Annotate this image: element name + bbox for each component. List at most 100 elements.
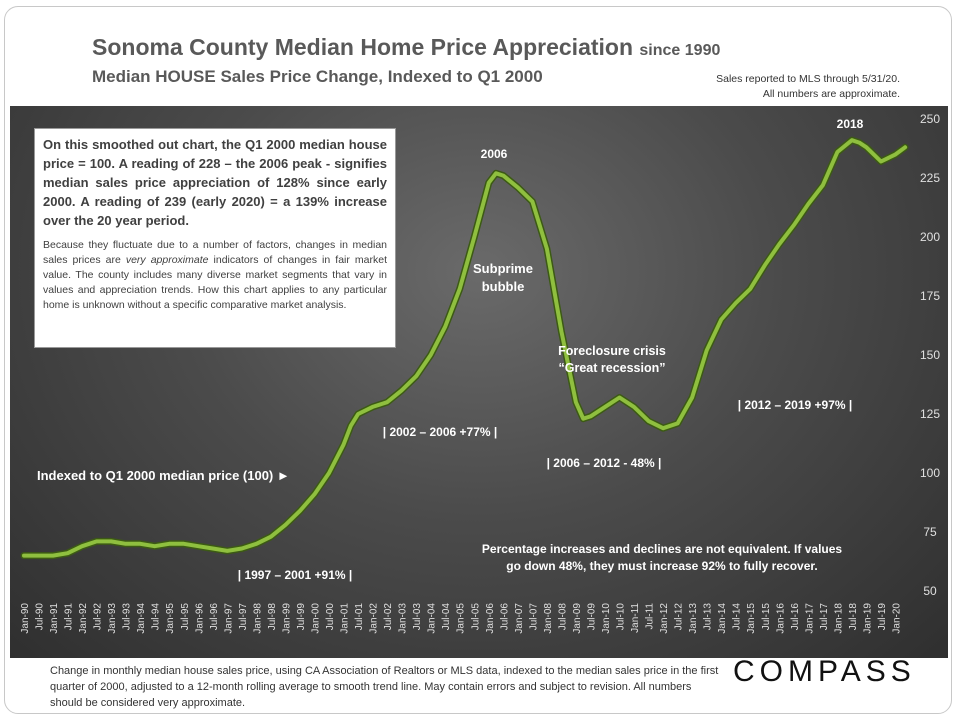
info-paragraph-2-b: indicators of changes in fair market val…	[43, 254, 387, 311]
x-tick-label: Jul-16	[790, 603, 801, 631]
compass-logo: COMPASS	[733, 655, 916, 688]
annotation-range-2006-2012: | 2006 – 2012 - 48% |	[547, 456, 662, 470]
x-tick-label: Jul-91	[64, 603, 75, 631]
y-tick-label: 150	[920, 348, 940, 362]
y-tick-label: 250	[920, 112, 940, 126]
x-tick-label: Jan-03	[398, 603, 409, 634]
x-tick-label: Jan-13	[688, 603, 699, 634]
x-tick-label: Jul-04	[441, 603, 452, 631]
x-tick-label: Jan-91	[49, 603, 60, 634]
x-tick-label: Jan-99	[281, 603, 292, 634]
source-note-line-1: Sales reported to MLS through 5/31/20.	[716, 73, 900, 85]
x-tick-label: Jul-07	[528, 603, 539, 631]
info-paragraph-2-emphasis: very approximate	[125, 254, 209, 266]
annotation-crisis-line-2: “Great recession”	[559, 361, 666, 375]
x-tick-label: Jan-07	[514, 603, 525, 634]
x-tick-label: Jul-90	[35, 603, 46, 631]
x-tick-label: Jul-01	[354, 603, 365, 631]
x-tick-label: Jan-00	[310, 603, 321, 634]
annotation-percentage-note-1: Percentage increases and declines are no…	[482, 542, 842, 556]
info-box: On this smoothed out chart, the Q1 2000 …	[34, 128, 396, 348]
x-tick-label: Jan-16	[775, 603, 786, 634]
annotation-range-2012-2019: | 2012 – 2019 +97% |	[738, 398, 852, 412]
x-tick-label: Jul-17	[819, 603, 830, 631]
footer-note: Change in monthly median house sales pri…	[50, 665, 719, 709]
annotation-range-2002-2006: | 2002 – 2006 +77% |	[383, 425, 497, 439]
x-tick-label: Jan-96	[194, 603, 205, 634]
x-tick-label: Jan-02	[369, 603, 380, 634]
x-tick-label: Jan-95	[165, 603, 176, 634]
x-tick-label: Jan-05	[456, 603, 467, 634]
x-tick-label: Jan-10	[601, 603, 612, 634]
x-tick-label: Jul-10	[616, 603, 627, 631]
info-paragraph-2: Because they fluctuate due to a number o…	[43, 238, 387, 313]
chart-title: Sonoma County Median Home Price Apprecia…	[92, 34, 720, 61]
title-main: Sonoma County Median Home Price Apprecia…	[92, 34, 634, 60]
x-tick-label: Jul-19	[877, 603, 888, 631]
x-tick-label: Jul-08	[557, 603, 568, 631]
x-tick-label: Jul-93	[122, 603, 133, 631]
x-tick-label: Jul-11	[645, 603, 656, 630]
x-tick-label: Jul-15	[761, 603, 772, 631]
y-tick-label: 75	[923, 525, 937, 539]
annotation-peak-2006: 2006	[481, 147, 508, 161]
x-tick-label: Jan-14	[717, 603, 728, 634]
x-tick-label: Jul-95	[180, 603, 191, 631]
series-line	[22, 138, 908, 558]
info-paragraph-1: On this smoothed out chart, the Q1 2000 …	[43, 137, 387, 228]
x-tick-label: Jan-01	[340, 603, 351, 634]
x-tick-label: Jul-14	[732, 603, 743, 631]
x-tick-label: Jan-20	[891, 603, 902, 634]
chart-subtitle: Median HOUSE Sales Price Change, Indexed…	[92, 67, 543, 86]
x-tick-label: Jan-06	[485, 603, 496, 634]
x-tick-label: Jul-92	[93, 603, 104, 631]
x-tick-label: Jan-93	[107, 603, 118, 634]
x-tick-label: Jan-90	[20, 603, 31, 634]
source-note: Sales reported to MLS through 5/31/20. A…	[716, 72, 900, 102]
x-tick-label: Jul-98	[267, 603, 278, 631]
annotation-subprime-line-1: Subprime	[473, 261, 533, 276]
annotation-peak-2018: 2018	[837, 117, 864, 131]
x-tick-label: Jul-99	[296, 603, 307, 631]
x-tick-label: Jan-92	[78, 603, 89, 634]
x-tick-label: Jan-04	[427, 603, 438, 634]
annotation-crisis-line-1: Foreclosure crisis	[558, 344, 666, 358]
source-note-line-2: All numbers are approximate.	[762, 88, 900, 100]
x-tick-label: Jan-09	[572, 603, 583, 634]
x-tick-label: Jan-11	[630, 603, 641, 633]
x-tick-label: Jul-03	[412, 603, 423, 631]
annotation-indexed-q1-2000: Indexed to Q1 2000 median price (100) ►	[37, 468, 290, 483]
x-tick-label: Jul-06	[499, 603, 510, 631]
y-tick-label: 175	[920, 289, 940, 303]
x-tick-label: Jan-15	[746, 603, 757, 634]
x-tick-label: Jan-19	[862, 603, 873, 634]
annotation-range-1997-2001: | 1997 – 2001 +91% |	[238, 568, 352, 582]
x-tick-label: Jul-94	[151, 603, 162, 631]
info-paragraph-2-a: Because they fluctuate due to a number o…	[43, 239, 387, 266]
annotation-percentage-note-2: go down 48%, they must increase 92% to f…	[506, 559, 817, 573]
x-tick-label: Jan-18	[833, 603, 844, 634]
annotation-subprime-line-2: bubble	[482, 279, 525, 294]
x-tick-label: Jan-94	[136, 603, 147, 634]
title-suffix: since 1990	[639, 42, 721, 59]
y-tick-label: 50	[923, 584, 937, 598]
x-tick-label: Jul-13	[703, 603, 714, 631]
x-tick-label: Jul-97	[238, 603, 249, 631]
x-tick-label: Jan-97	[223, 603, 234, 634]
x-tick-label: Jul-02	[383, 603, 394, 631]
x-tick-label: Jan-08	[543, 603, 554, 634]
x-tick-label: Jul-96	[209, 603, 220, 631]
y-tick-label: 125	[920, 407, 940, 421]
x-tick-label: Jul-18	[848, 603, 859, 631]
y-tick-label: 225	[920, 171, 940, 185]
x-tick-label: Jul-00	[325, 603, 336, 631]
x-tick-label: Jan-17	[804, 603, 815, 634]
x-tick-label: Jul-09	[586, 603, 597, 631]
x-tick-label: Jan-12	[659, 603, 670, 634]
x-tick-label: Jul-12	[674, 603, 685, 631]
y-tick-label: 200	[920, 230, 940, 244]
x-tick-label: Jan-98	[252, 603, 263, 634]
x-tick-label: Jul-05	[470, 603, 481, 631]
y-tick-label: 100	[920, 466, 940, 480]
